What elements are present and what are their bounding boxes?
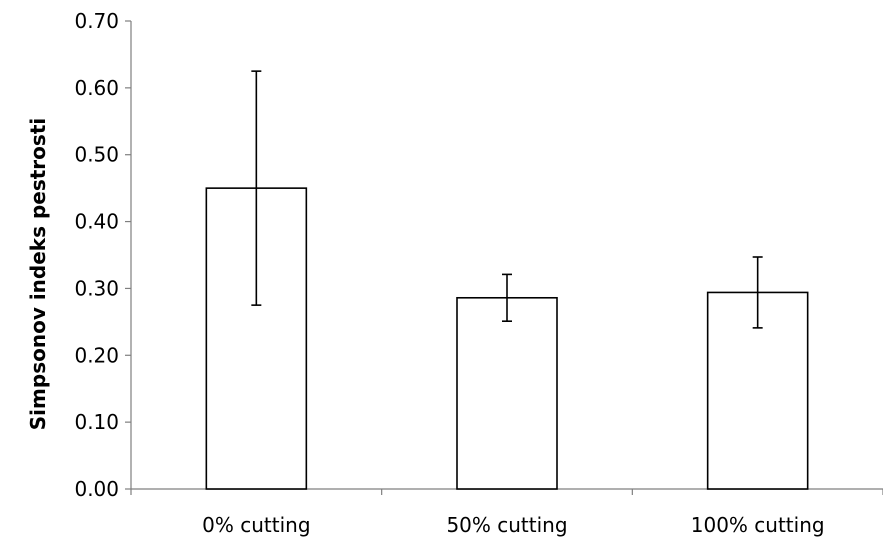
y-tick-label: 0.20: [74, 343, 119, 367]
y-tick-label: 0.60: [74, 76, 119, 100]
x-axis: 0% cutting 50% cutting 100% cutting: [130, 488, 883, 537]
bars: [205, 187, 809, 490]
x-tick-label: 0% cutting: [202, 513, 310, 537]
y-tick-label: 0.40: [74, 210, 119, 234]
y-tick-label: 0.10: [74, 410, 119, 434]
x-tick-label: 50% cutting: [446, 513, 567, 537]
y-tick-label: 0.00: [74, 477, 119, 501]
bar-2: [456, 296, 558, 490]
y-tick-label: 0.30: [74, 276, 119, 300]
y-axis: 0.00 0.10 0.20 0.30 0.40 0.50 0.60 0.70: [74, 9, 132, 501]
x-tick-label: 100% cutting: [691, 513, 825, 537]
y-axis-label: Simpsonov indeks pestrosti: [26, 118, 50, 430]
y-tick-label: 0.70: [74, 9, 119, 33]
error-bars: [251, 70, 763, 329]
y-tick-label: 0.50: [74, 143, 119, 167]
